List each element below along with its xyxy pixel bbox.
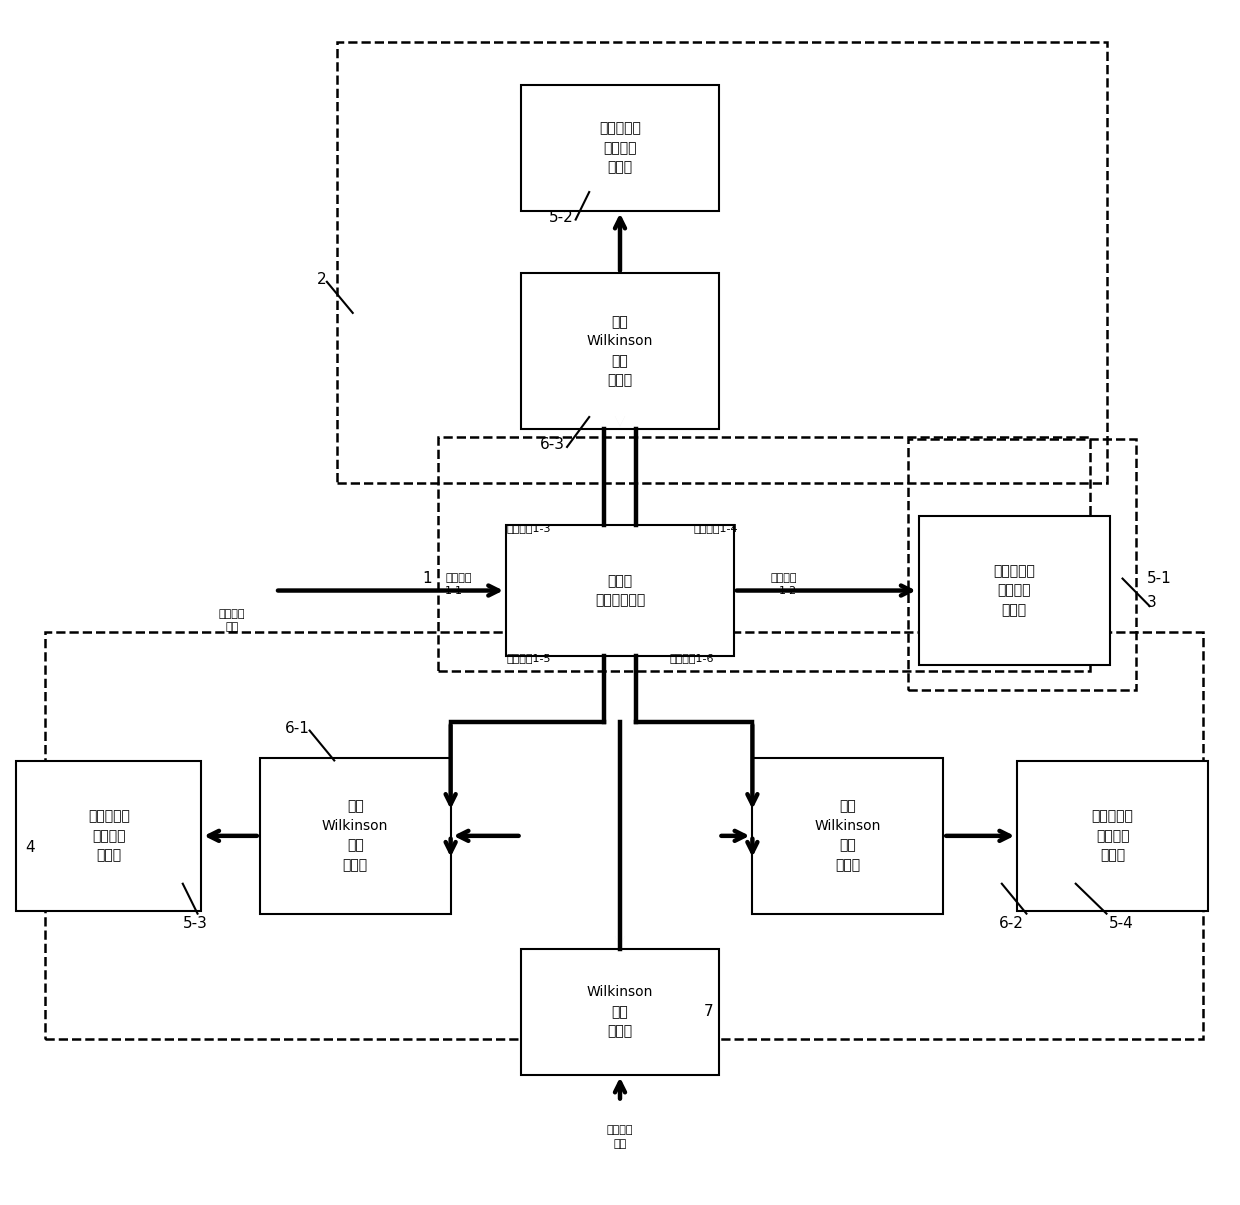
Text: 第四端口1-4: 第四端口1-4 <box>694 523 739 533</box>
Bar <box>337 42 1106 483</box>
Text: Wilkinson
功率
分配器: Wilkinson 功率 分配器 <box>587 986 653 1039</box>
Text: 1: 1 <box>422 571 432 586</box>
Text: 6-2: 6-2 <box>999 916 1024 931</box>
Bar <box>16 762 201 911</box>
Text: 第二
Wilkinson
功率
合成器: 第二 Wilkinson 功率 合成器 <box>815 800 882 872</box>
Text: 5-3: 5-3 <box>182 916 207 931</box>
Bar <box>259 758 450 913</box>
Text: 六端口
悬臂梁耦合器: 六端口 悬臂梁耦合器 <box>595 574 645 607</box>
Bar <box>522 84 718 211</box>
Text: 3: 3 <box>1147 595 1157 610</box>
Bar <box>753 758 944 913</box>
Text: 第五端口1-5: 第五端口1-5 <box>507 653 552 663</box>
Text: 第二端口
1-2: 第二端口 1-2 <box>771 574 797 595</box>
Text: 第三
Wilkinson
功率
合成器: 第三 Wilkinson 功率 合成器 <box>587 315 653 388</box>
Text: 第三间接式
微波功率
传感器: 第三间接式 微波功率 传感器 <box>88 810 130 863</box>
Text: 第四间接式
微波功率
传感器: 第四间接式 微波功率 传感器 <box>1091 810 1133 863</box>
Bar <box>506 524 734 657</box>
Text: 待测信号
输入: 待测信号 输入 <box>218 609 246 633</box>
Text: 5-4: 5-4 <box>1109 916 1133 931</box>
Bar <box>522 948 718 1075</box>
Text: 2: 2 <box>317 272 327 287</box>
Text: 第二间接式
微波功率
传感器: 第二间接式 微波功率 传感器 <box>599 122 641 175</box>
Bar <box>1017 762 1208 911</box>
Bar <box>908 439 1136 689</box>
Text: 5-1: 5-1 <box>1147 571 1172 586</box>
Text: 第三端口1-3: 第三端口1-3 <box>507 523 552 533</box>
Text: 5-2: 5-2 <box>548 210 573 224</box>
Text: 6-1: 6-1 <box>285 721 310 735</box>
Bar <box>919 516 1110 665</box>
Bar <box>522 274 718 429</box>
Bar <box>438 437 1090 671</box>
Text: 4: 4 <box>25 840 35 856</box>
Text: 第一
Wilkinson
功率
合成器: 第一 Wilkinson 功率 合成器 <box>322 800 388 872</box>
Text: 第一端口
1-1: 第一端口 1-1 <box>445 574 471 595</box>
Bar <box>45 633 1203 1039</box>
Text: 第一间接式
微波功率
传感器: 第一间接式 微波功率 传感器 <box>993 564 1035 617</box>
Text: 6-3: 6-3 <box>539 437 564 452</box>
Text: 7: 7 <box>704 1004 713 1019</box>
Text: 参考信号
输入: 参考信号 输入 <box>606 1125 634 1148</box>
Text: 第六端口1-6: 第六端口1-6 <box>670 653 714 663</box>
